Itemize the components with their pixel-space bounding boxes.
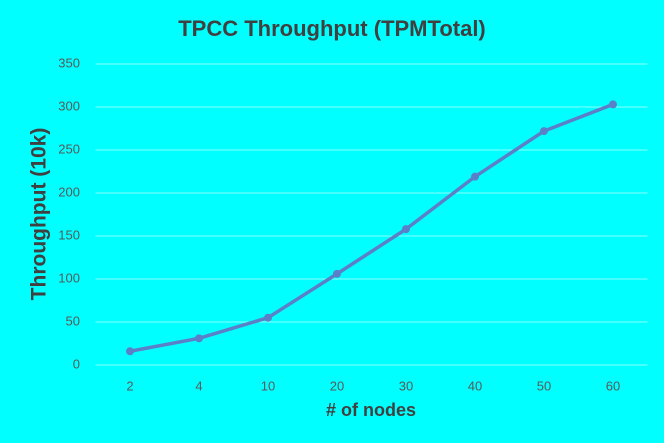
point bbox=[126, 347, 134, 356]
chart-title: TPCC Throughput (TPMTotal) bbox=[178, 16, 486, 41]
y-tick-label: 0 bbox=[73, 356, 80, 371]
x-axis-title: # of nodes bbox=[326, 400, 416, 420]
point bbox=[540, 127, 548, 136]
point bbox=[471, 172, 479, 181]
y-tick-label: 350 bbox=[58, 55, 80, 70]
x-tick-label: 60 bbox=[606, 378, 620, 393]
y-tick-label: 200 bbox=[58, 184, 80, 199]
y-tick-label: 300 bbox=[58, 98, 80, 113]
x-tick-label: 2 bbox=[126, 378, 133, 393]
y-tick-label: 250 bbox=[58, 141, 80, 156]
x-tick-label: 50 bbox=[537, 378, 551, 393]
point bbox=[264, 313, 272, 322]
y-tick-label: 50 bbox=[66, 313, 80, 328]
point bbox=[333, 269, 341, 278]
x-tick-label: 10 bbox=[261, 378, 275, 393]
y-tick-label: 150 bbox=[58, 227, 80, 242]
point bbox=[195, 334, 203, 343]
y-tick-label: 100 bbox=[58, 270, 80, 285]
line bbox=[129, 102, 614, 353]
y-axis-title: Throughput (10k) bbox=[28, 128, 51, 301]
point bbox=[609, 100, 617, 109]
point bbox=[402, 225, 410, 234]
x-tick-label: 40 bbox=[468, 378, 482, 393]
x-tick-label: 20 bbox=[330, 378, 344, 393]
x-tick-label: 30 bbox=[399, 378, 413, 393]
x-tick-label: 4 bbox=[195, 378, 202, 393]
